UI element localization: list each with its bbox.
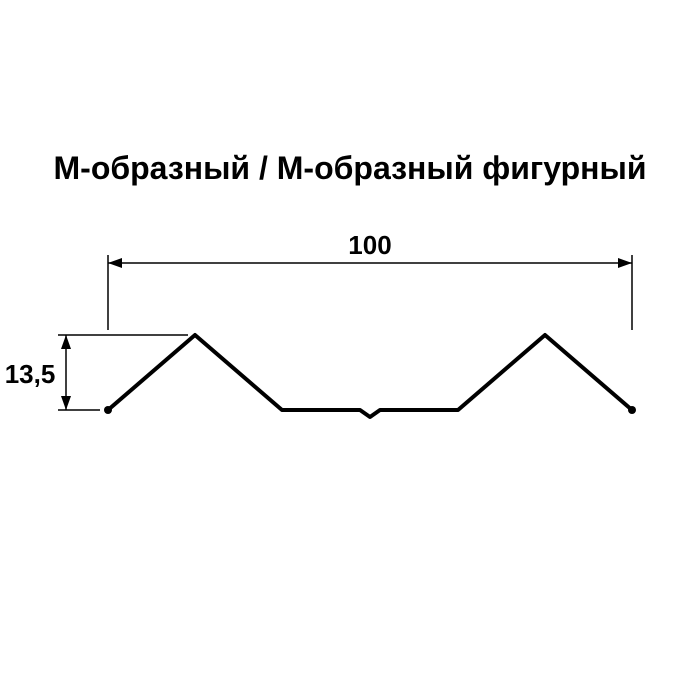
- arrowhead-top: [61, 335, 71, 349]
- diagram-title: М-образный / М-образный фигурный: [0, 150, 700, 187]
- arrowhead-left: [108, 258, 122, 268]
- diagram-container: 100 13,5: [0, 230, 700, 470]
- endpoint-right: [628, 406, 636, 414]
- height-dimension: 13,5: [5, 335, 188, 410]
- width-dimension: 100: [108, 230, 632, 330]
- height-label: 13,5: [5, 359, 56, 389]
- endpoint-left: [104, 406, 112, 414]
- arrowhead-right: [618, 258, 632, 268]
- profile-path: [108, 335, 632, 417]
- width-label: 100: [348, 230, 391, 260]
- arrowhead-bottom: [61, 396, 71, 410]
